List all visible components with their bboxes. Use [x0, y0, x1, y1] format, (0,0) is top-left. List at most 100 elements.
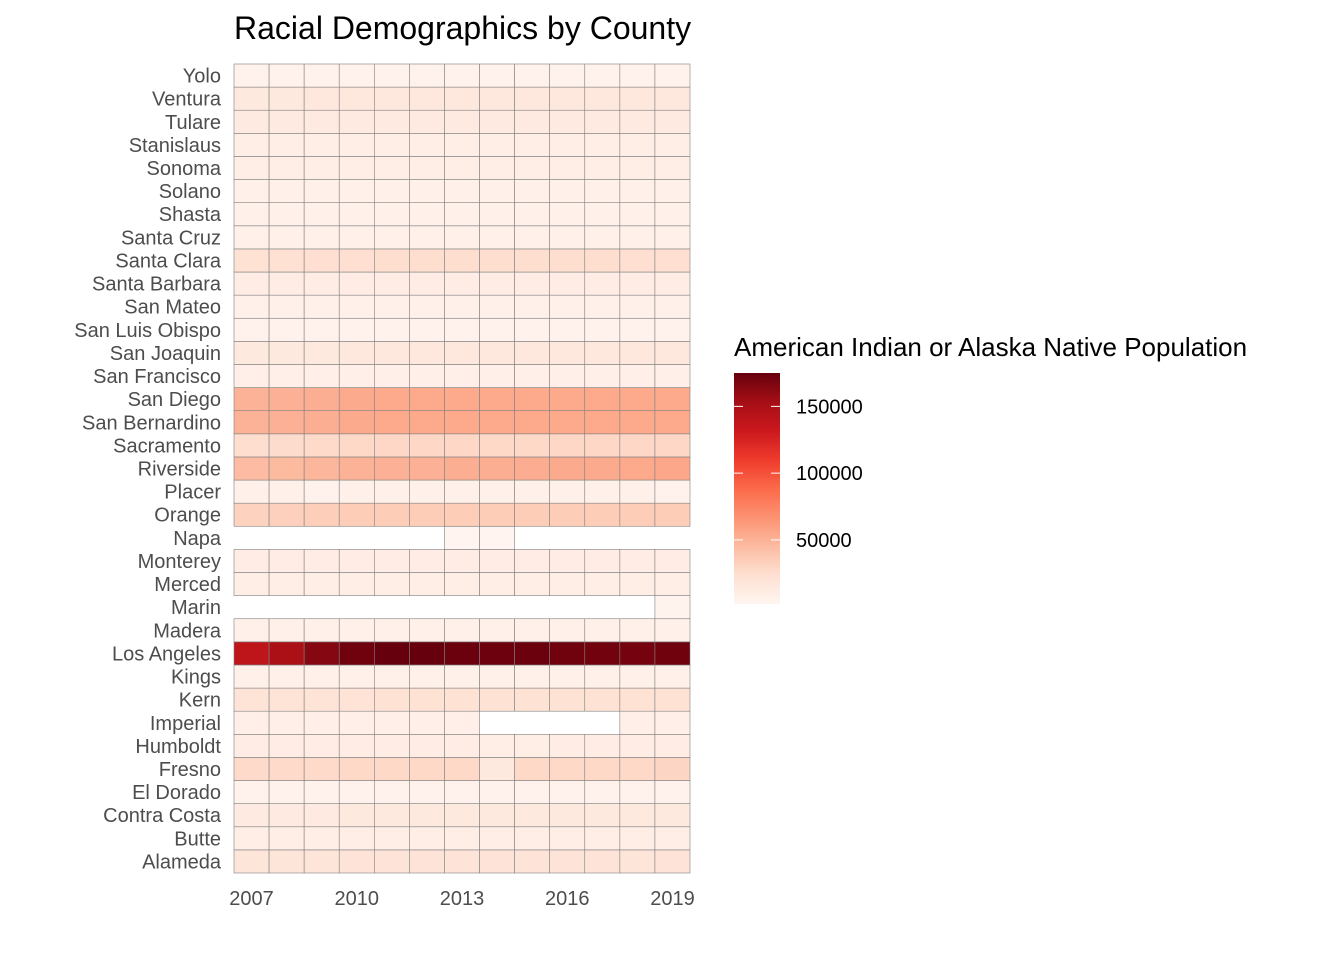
- heatmap-tile: [584, 549, 621, 573]
- heatmap-tile: [303, 687, 340, 712]
- heatmap-tile: [549, 271, 586, 296]
- heatmap-tile: [479, 294, 515, 319]
- heatmap-tile: [444, 502, 480, 527]
- heatmap-tile: [233, 387, 270, 412]
- heatmap-tile: [303, 133, 340, 157]
- county-label: Alameda: [142, 851, 222, 873]
- heatmap-tile: [549, 86, 586, 111]
- heatmap-tile: [303, 156, 340, 180]
- legend-colorbar: [734, 373, 780, 604]
- heatmap-tile: [444, 849, 480, 874]
- heatmap-tile: [444, 179, 480, 203]
- heatmap-tile: [654, 225, 691, 250]
- year-axis-labels: 2007 2010 2013 2016 2019: [229, 888, 694, 910]
- heatmap-tile: [338, 479, 375, 504]
- heatmap-tile: [479, 202, 515, 227]
- county-label: Contra Costa: [103, 805, 222, 827]
- heatmap-tile: [444, 618, 480, 643]
- county-label: Sacramento: [113, 435, 221, 457]
- heatmap-tile: [303, 849, 340, 874]
- heatmap-tile: [409, 757, 445, 781]
- heatmap-tile: [444, 133, 480, 157]
- heatmap-tile: [619, 63, 656, 88]
- heatmap-tile: [514, 618, 550, 643]
- heatmap-tile: [584, 133, 621, 157]
- heatmap-tile: [374, 803, 410, 828]
- heatmap-tile: [374, 109, 410, 134]
- heatmap-tile: [584, 317, 621, 342]
- heatmap-tile: [654, 109, 691, 134]
- heatmap-tile: [654, 734, 691, 758]
- heatmap-tile: [444, 109, 480, 134]
- heatmap-tile: [268, 156, 305, 180]
- heatmap-tile: [619, 271, 656, 296]
- heatmap-tile: [338, 456, 375, 481]
- heatmap-tile: [549, 63, 586, 88]
- heatmap-tile: [409, 109, 445, 134]
- heatmap-tile: [479, 341, 515, 365]
- heatmap-tile: [514, 63, 550, 88]
- heatmap-tile: [409, 364, 445, 388]
- county-label: Humboldt: [135, 736, 221, 758]
- heatmap-tile: [303, 456, 340, 481]
- heatmap-tile: [584, 341, 621, 365]
- heatmap-tile: [268, 687, 305, 712]
- county-label: Los Angeles: [112, 643, 221, 665]
- heatmap-tile: [303, 317, 340, 342]
- heatmap-tile: [549, 109, 586, 134]
- heatmap-tile: [619, 341, 656, 365]
- heatmap-tile: [444, 225, 480, 250]
- heatmap-tile: [479, 780, 515, 804]
- heatmap-tile: [303, 757, 340, 781]
- heatmap-tile: [654, 271, 691, 296]
- heatmap-tile: [479, 179, 515, 203]
- county-label: Kings: [171, 667, 221, 689]
- heatmap-tile: [654, 294, 691, 319]
- heatmap-tile: [654, 849, 691, 874]
- heatmap-tile: [654, 572, 691, 596]
- heatmap-tile: [338, 549, 375, 573]
- heatmap-tile: [268, 803, 305, 828]
- heatmap-tile: [479, 572, 515, 596]
- heatmap-tile: [409, 734, 445, 758]
- county-label: San Mateo: [124, 297, 221, 319]
- heatmap-tile: [303, 433, 340, 458]
- heatmap-tile: [303, 294, 340, 319]
- heatmap-tile: [338, 433, 375, 458]
- heatmap-tile: [514, 664, 550, 689]
- heatmap-tile: [233, 803, 270, 828]
- heatmap-tile: [444, 271, 480, 296]
- legend-title: American Indian or Alaska Native Populat…: [734, 332, 1247, 362]
- heatmap-tile: [444, 410, 480, 435]
- heatmap-tile: [268, 710, 305, 735]
- heatmap-tile: [268, 664, 305, 689]
- heatmap-tile: [444, 294, 480, 319]
- heatmap-tile: [444, 456, 480, 481]
- heatmap-tile: [654, 433, 691, 458]
- heatmap-tile: [409, 248, 445, 273]
- county-label: San Joaquin: [110, 343, 221, 365]
- heatmap-tile: [409, 710, 445, 735]
- heatmap-tile: [303, 179, 340, 203]
- heatmap-tile: [514, 780, 550, 804]
- heatmap-tile: [514, 156, 550, 180]
- heatmap-tile: [338, 572, 375, 596]
- heatmap-tile: [444, 826, 480, 851]
- heatmap-tile: [268, 479, 305, 504]
- heatmap-tile: [374, 433, 410, 458]
- heatmap-tile: [479, 479, 515, 504]
- heatmap-tile: [584, 294, 621, 319]
- heatmap-tile: [338, 202, 375, 227]
- county-label: Orange: [154, 505, 221, 527]
- heatmap-tile: [409, 271, 445, 296]
- heatmap-tile: [409, 433, 445, 458]
- county-label: San Francisco: [93, 366, 221, 388]
- heatmap-tile: [619, 803, 656, 828]
- heatmap-tile: [268, 225, 305, 250]
- heatmap-tile: [479, 225, 515, 250]
- heatmap-tile: [514, 803, 550, 828]
- heatmap-tile: [268, 63, 305, 88]
- heatmap-tile: [584, 803, 621, 828]
- heatmap-tile: [338, 757, 375, 781]
